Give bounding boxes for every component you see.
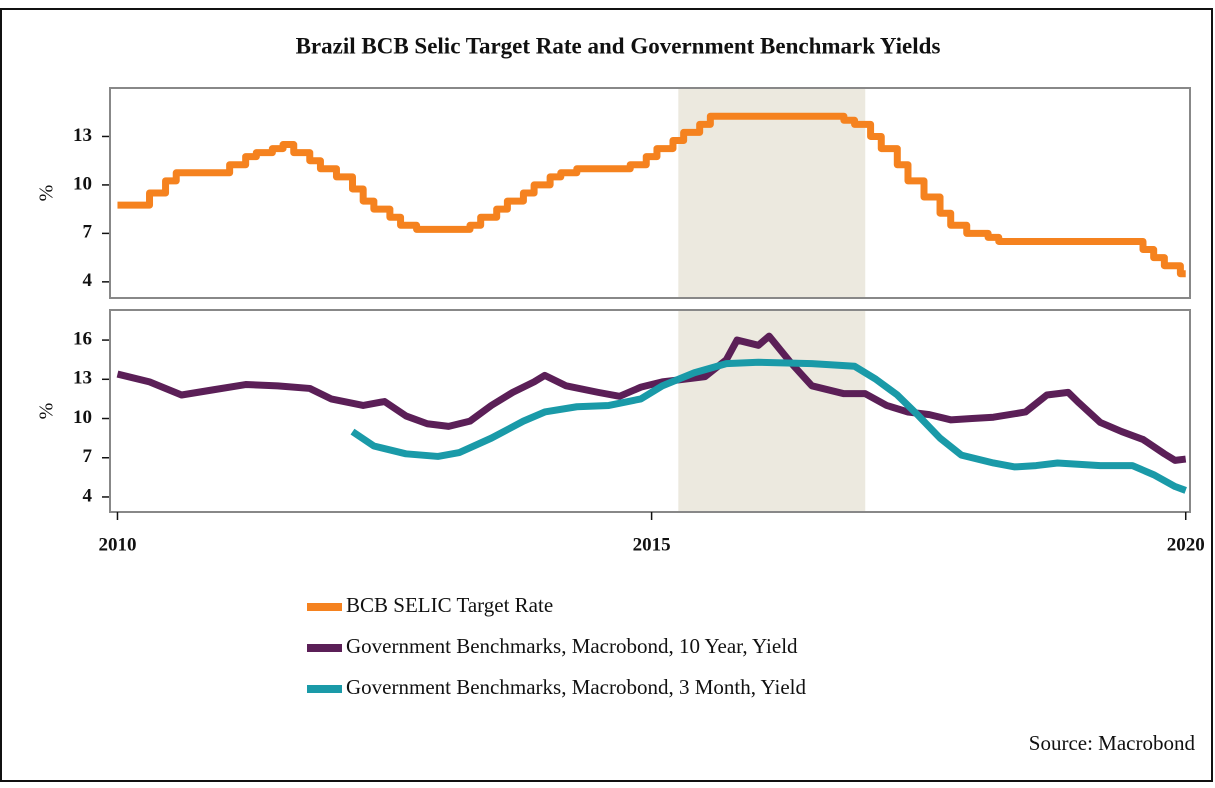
line-series	[116, 332, 1187, 464]
chart-title: Brazil BCB Selic Target Rate and Governm…	[296, 33, 941, 58]
y-tick-label: 13	[73, 125, 92, 146]
y-tick-label: 13	[73, 368, 92, 389]
y-tick-label: 4	[83, 270, 93, 291]
y-axis-label: %	[36, 185, 58, 202]
line-series	[117, 112, 1186, 278]
legend-label: Government Benchmarks, Macrobond, 10 Yea…	[346, 634, 798, 658]
x-tick-label: 2010	[98, 534, 136, 555]
y-tick-label: 10	[73, 407, 92, 428]
x-tick-label: 2020	[1167, 534, 1205, 555]
y-tick-label: 16	[73, 328, 92, 349]
legend-label: BCB SELIC Target Rate	[346, 593, 553, 617]
y-tick-label: 4	[83, 485, 93, 506]
frame	[0, 8, 1213, 782]
plot-border	[109, 87, 1191, 299]
line-series	[350, 358, 1187, 494]
y-tick-label: 7	[83, 222, 93, 243]
x-tick-label: 2015	[633, 534, 671, 555]
y-tick-label: 7	[83, 446, 93, 467]
legend-label: Government Benchmarks, Macrobond, 3 Mont…	[346, 675, 806, 699]
plot-border	[109, 309, 1191, 513]
y-tick-label: 10	[73, 173, 92, 194]
y-axis-label: %	[36, 403, 58, 420]
source: Source: Macrobond	[1029, 731, 1196, 755]
